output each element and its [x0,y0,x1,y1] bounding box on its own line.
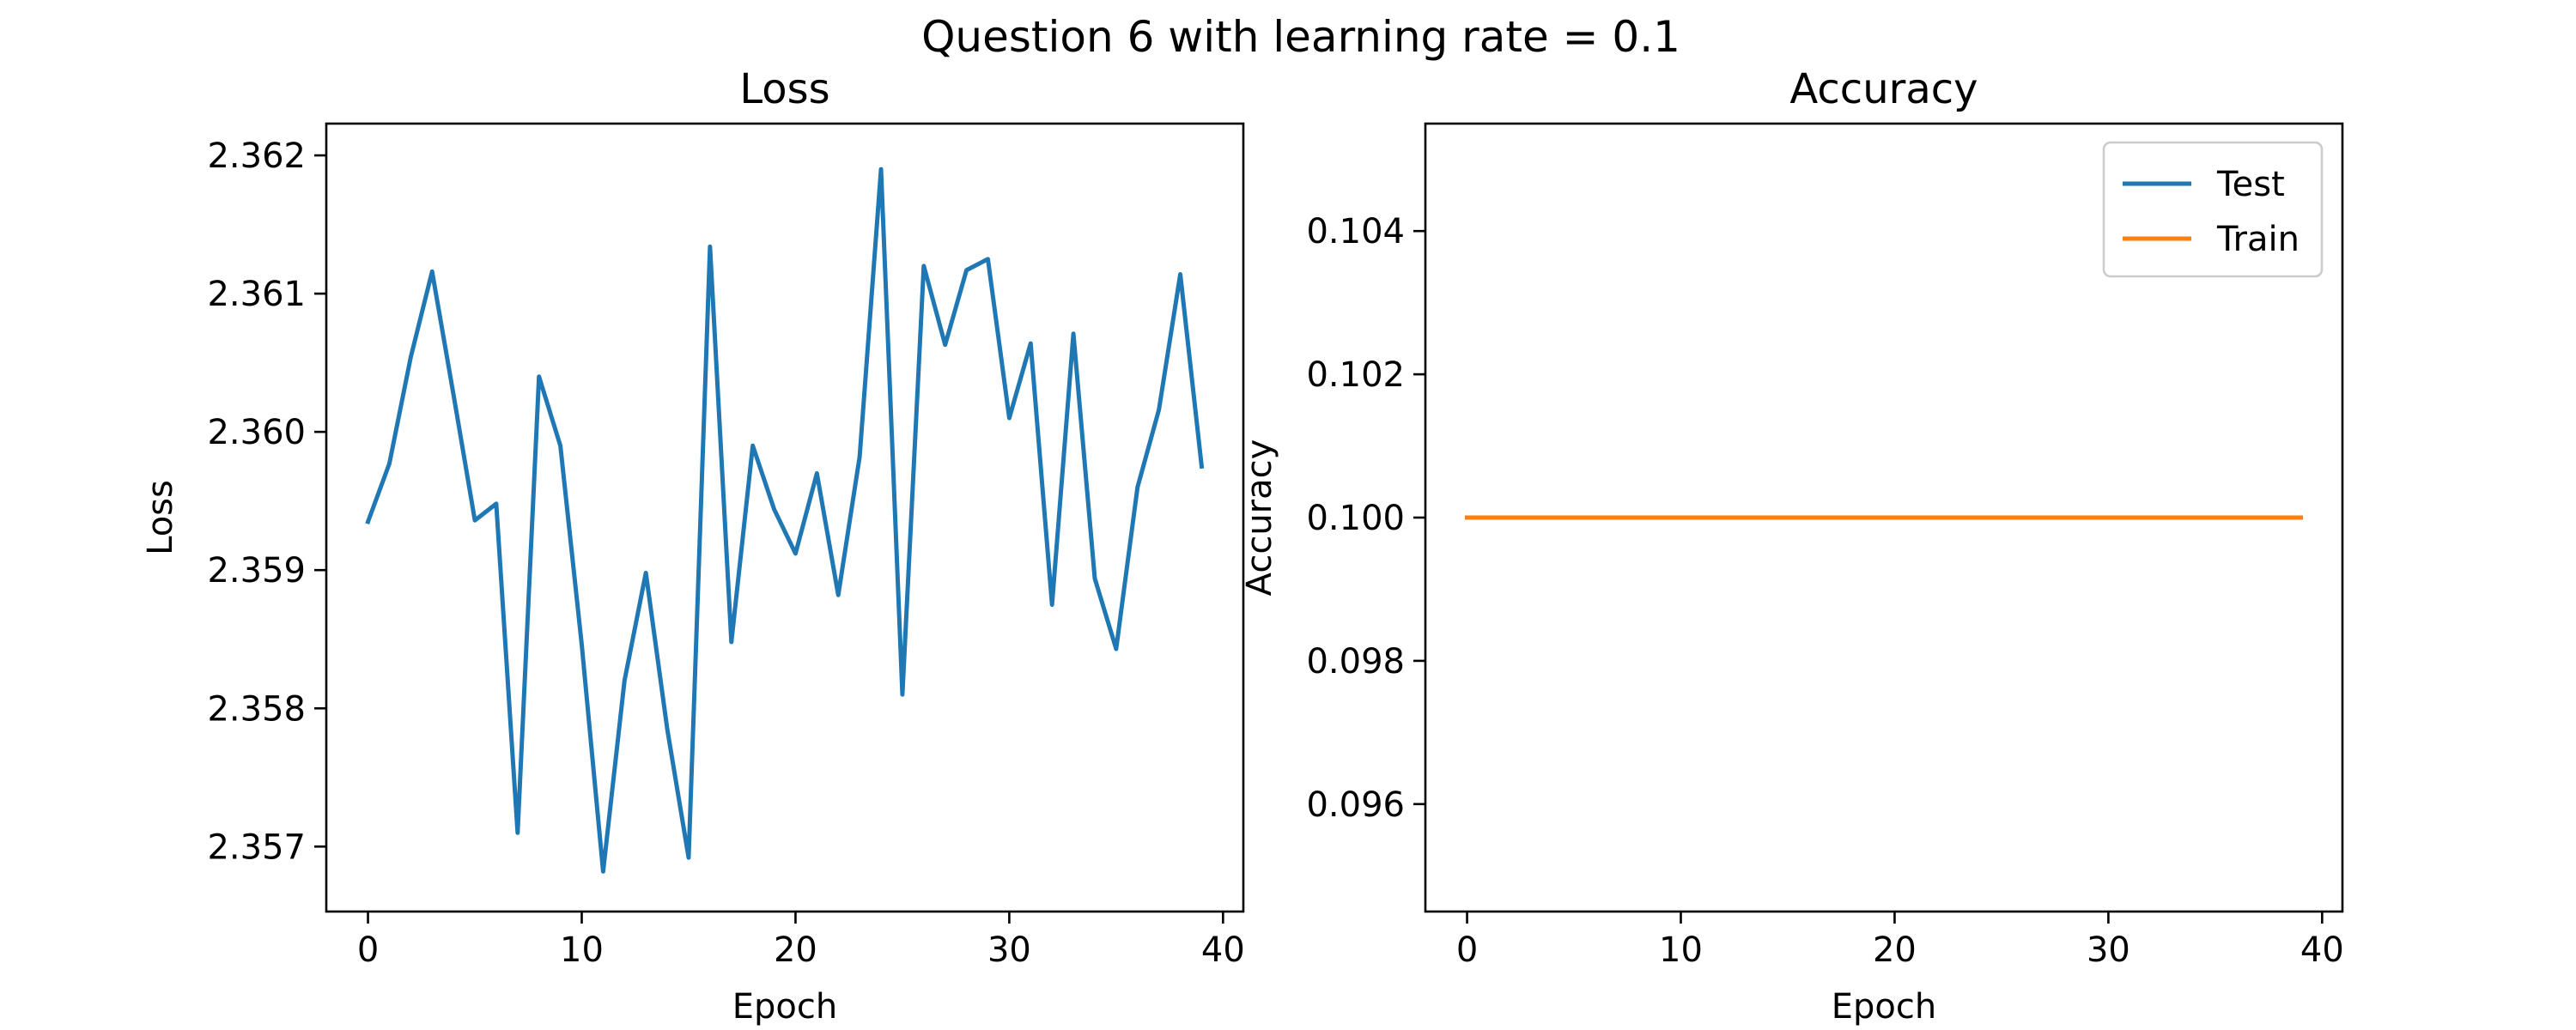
accuracy-y-tick-label: 0.096 [1306,785,1405,825]
loss-y-tick-label: 2.357 [207,827,306,867]
accuracy-y-tick-label: 0.100 [1306,499,1405,538]
accuracy-x-axis-label: Epoch [1832,987,1936,1027]
loss-x-tick-label: 20 [774,930,817,970]
loss-x-tick-label: 30 [987,930,1031,970]
accuracy-axes-title: Accuracy [1789,65,1978,113]
accuracy-legend-label-train: Train [2216,220,2300,259]
loss-y-tick-label: 2.359 [207,551,306,591]
accuracy-x-tick-label: 10 [1659,930,1703,970]
accuracy-y-tick-label: 0.104 [1306,212,1405,251]
accuracy-y-tick-label: 0.098 [1306,642,1405,682]
loss-axes-title: Loss [739,65,829,113]
accuracy-x-tick-label: 40 [2300,930,2344,970]
loss-axes-frame [325,122,1245,913]
loss-y-tick-label: 2.358 [207,689,306,729]
loss-y-tick-label: 2.361 [207,275,306,314]
accuracy-x-tick-label: 0 [1456,930,1478,970]
loss-y-tick-label: 2.362 [207,136,306,176]
accuracy-y-axis-label: Accuracy [1240,439,1279,597]
accuracy-x-tick-label: 20 [1873,930,1917,970]
accuracy-axes: 0 10 20 30 40 0.096 0.098 0.100 0.102 0.104 Accura… [1240,65,2344,1027]
loss-axes: 0 10 20 30 40 2.357 2.358 2.359 2.360 2.361 2.362 L… [141,65,1245,1027]
figure-suptitle: Question 6 with learning rate = 0.1 [921,12,1680,62]
loss-series-line-0 [365,167,1205,874]
accuracy-x-tick-label: 30 [2087,930,2130,970]
loss-x-axis-label: Epoch [732,987,837,1027]
accuracy-legend-label-test: Test [2216,165,2285,204]
loss-x-tick-label: 10 [560,930,604,970]
loss-x-tick-label: 0 [357,930,379,970]
accuracy-legend-box [2102,141,2324,278]
loss-y-tick-label: 2.360 [207,413,306,452]
loss-y-axis-label: Loss [141,480,180,555]
accuracy-y-tick-label: 0.102 [1306,355,1405,395]
loss-x-tick-label: 40 [1201,930,1245,970]
accuracy-legend: Test Train [2102,141,2324,278]
